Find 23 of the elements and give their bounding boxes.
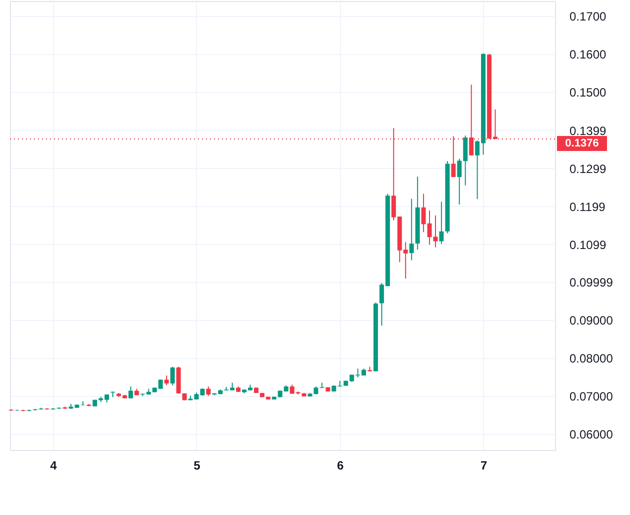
y-tick-label: 0.08000 [570, 351, 614, 366]
y-tick-label: 0.1399 [570, 124, 607, 138]
candlestick [409, 198, 414, 261]
y-tick-label: 0.1199 [570, 200, 606, 214]
y-tick-label: 0.1099 [570, 238, 607, 252]
candlestick [164, 374, 169, 386]
y-tick-label: 0.09000 [570, 313, 614, 328]
ref-line-label: 0.1376 [565, 138, 599, 150]
candlestick [128, 386, 133, 399]
y-tick-label: 0.1500 [570, 85, 607, 100]
y-tick-label: 0.1600 [570, 47, 607, 62]
x-tick-label: 6 [337, 458, 344, 472]
y-tick-label: 0.1299 [570, 162, 607, 176]
candlestick [206, 386, 211, 397]
y-tick-label: 0.1700 [570, 9, 607, 24]
x-tick-label: 7 [480, 458, 488, 472]
x-tick-label: 4 [50, 458, 58, 472]
candlestick [170, 366, 175, 386]
y-tick-label: 0.06000 [570, 428, 614, 442]
candlestick [439, 201, 444, 244]
y-tick-label: 0.07000 [570, 390, 614, 404]
y-tick-label: 0.09999 [570, 275, 614, 290]
x-tick-label: 5 [194, 458, 201, 472]
